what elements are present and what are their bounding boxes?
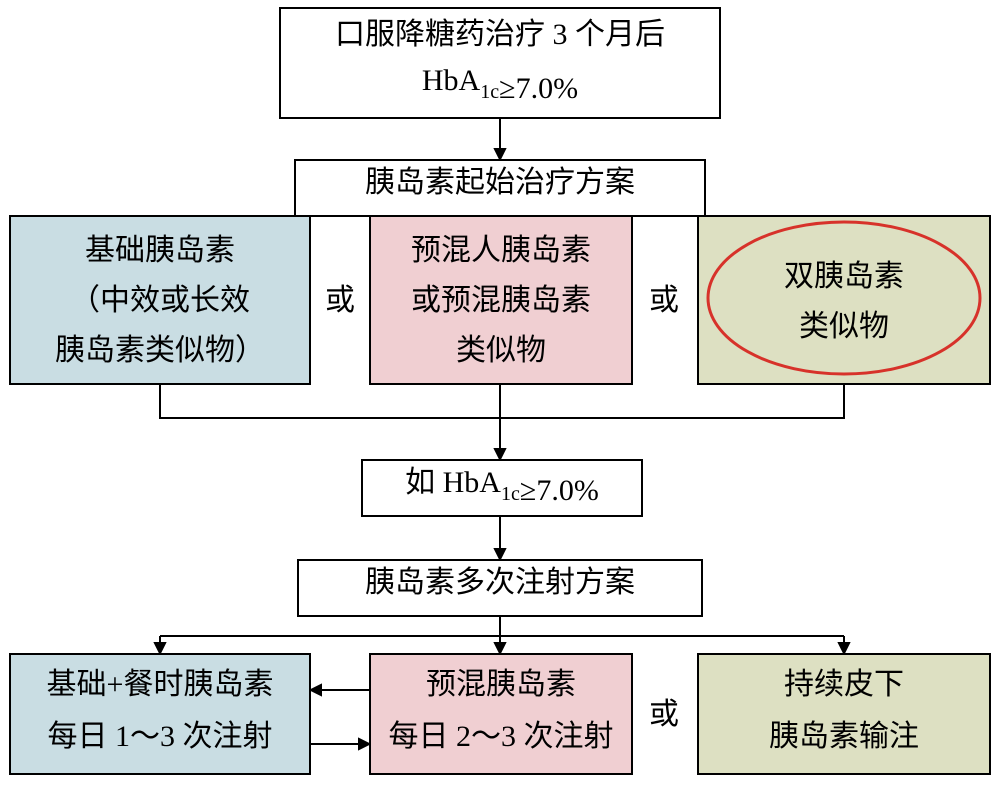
node-text: 预混胰岛素 <box>426 668 576 701</box>
node-text-seg: 1c <box>480 81 499 103</box>
node-text: （中效或长效 <box>70 284 250 317</box>
or-label: 或 <box>649 698 679 731</box>
edge-poly <box>500 384 844 418</box>
node-text: 类似物 <box>456 334 546 367</box>
node-text: 胰岛素多次注射方案 <box>365 566 635 599</box>
node-text: 或预混胰岛素 <box>411 284 591 317</box>
node-n3c: 双胰岛素类似物 <box>698 216 990 384</box>
node-text: 持续皮下 <box>784 668 904 701</box>
node-text: 预混人胰岛素 <box>411 234 591 267</box>
node-text-seg: ≥7.0% <box>520 474 599 507</box>
node-n1: 口服降糖药治疗 3 个月后 HbA1c≥7.0% <box>280 8 720 118</box>
node-text-seg: 如 HbA <box>405 466 501 499</box>
flowchart-canvas: 口服降糖药治疗 3 个月后HbA1c≥7.0%胰岛素起始治疗方案基础胰岛素（中效… <box>0 0 1001 800</box>
node-text: 胰岛素类似物） <box>55 334 265 367</box>
node-n3b: 预混人胰岛素或预混胰岛素类似物 <box>370 216 632 384</box>
node-text-seg: HbA <box>422 64 481 97</box>
node-n6c: 持续皮下胰岛素输注 <box>698 654 990 774</box>
node-text-seg: 1c <box>501 483 520 505</box>
node-text: 基础胰岛素 <box>85 234 235 267</box>
node-text: 双胰岛素 <box>784 260 904 293</box>
node-n5: 胰岛素多次注射方案 <box>298 560 702 616</box>
node-text: 口服降糖药治疗 3 个月后 <box>335 18 665 51</box>
node-n4: 如 HbA1c≥7.0% <box>362 460 642 516</box>
node-text: 每日 1～3 次注射 <box>48 720 273 753</box>
or-label: 或 <box>325 284 355 317</box>
node-n6b: 预混胰岛素每日 2～3 次注射 <box>370 654 632 774</box>
node-text: 类似物 <box>799 310 889 343</box>
node-text: 每日 2～3 次注射 <box>389 720 614 753</box>
node-text-seg: ≥7.0% <box>499 72 578 105</box>
node-n2: 胰岛素起始治疗方案 <box>295 160 705 216</box>
edge-poly <box>160 384 500 418</box>
node-n3a: 基础胰岛素 （中效或长效胰岛素类似物） <box>10 216 310 384</box>
node-text: 胰岛素起始治疗方案 <box>365 166 635 199</box>
node-text: 胰岛素输注 <box>769 720 919 753</box>
node-n6a: 基础+餐时胰岛素每日 1～3 次注射 <box>10 654 310 774</box>
node-rect <box>698 216 990 384</box>
or-label: 或 <box>649 284 679 317</box>
node-text: 基础+餐时胰岛素 <box>47 668 274 701</box>
